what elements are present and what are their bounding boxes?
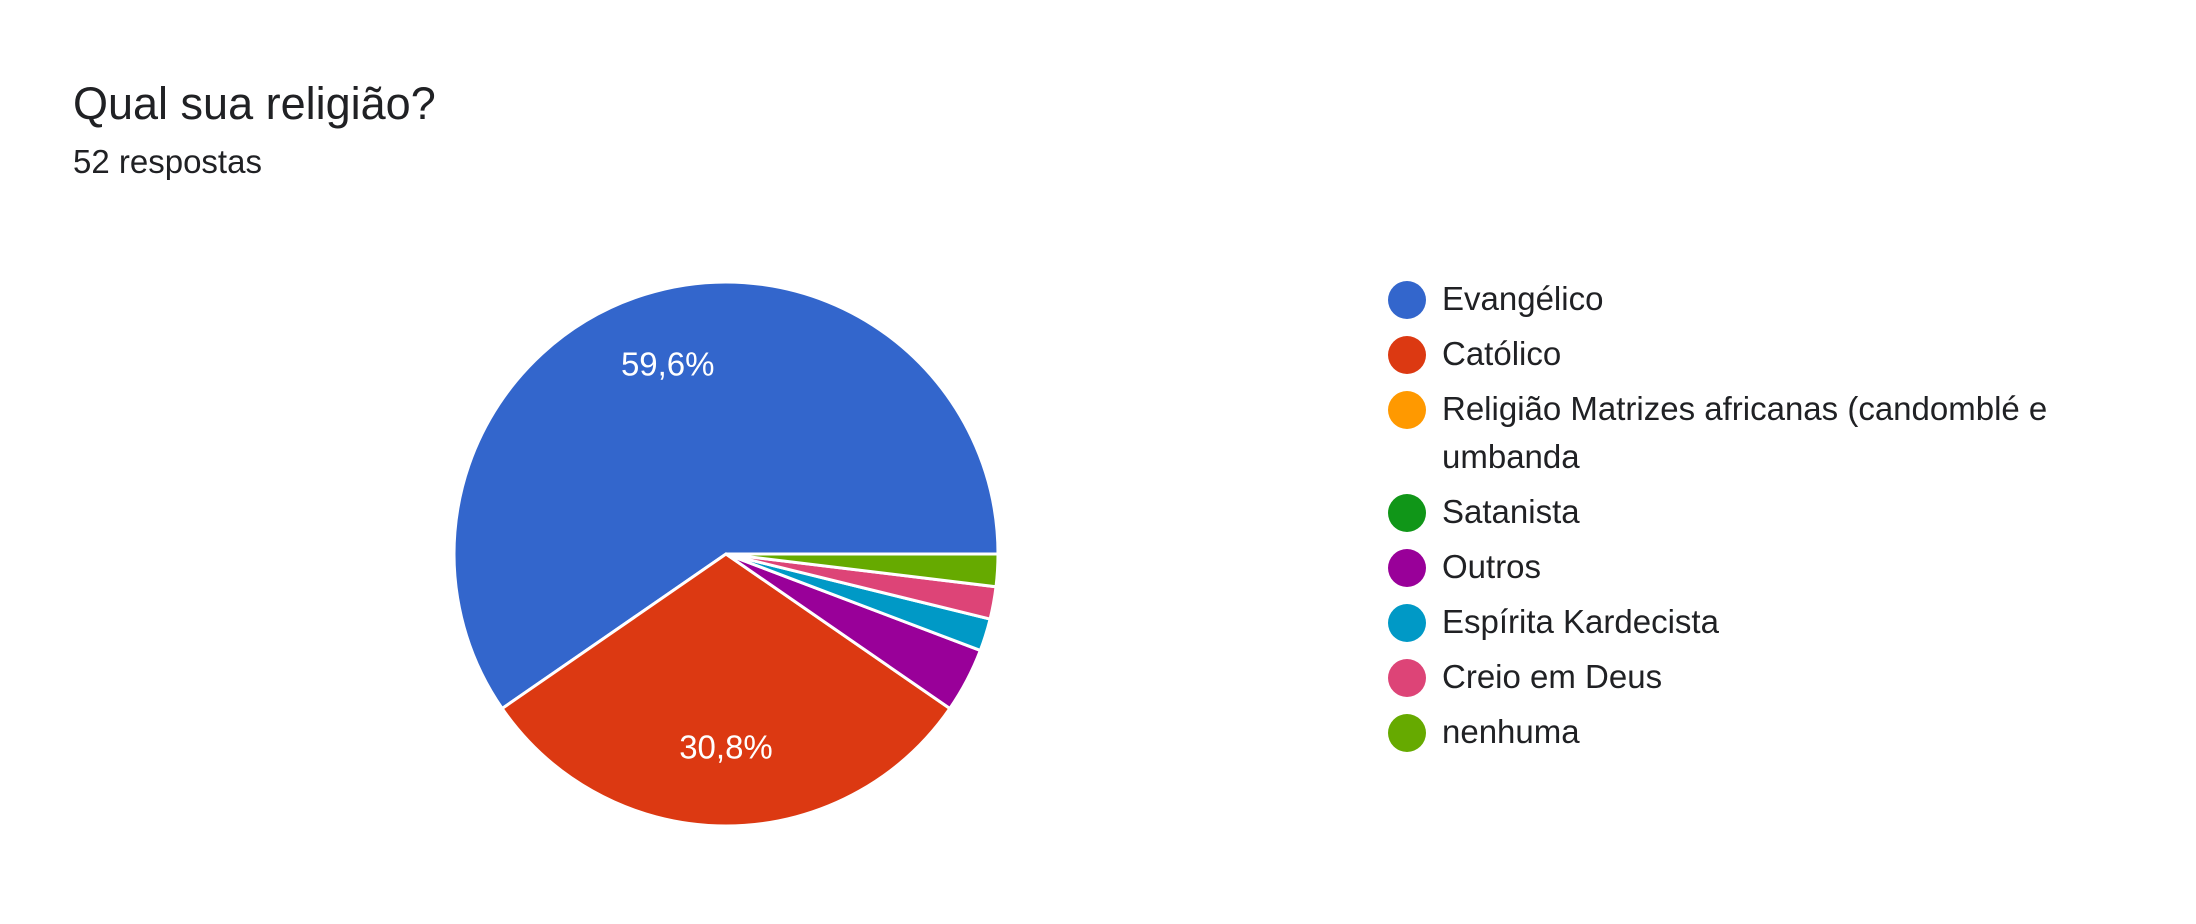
- chart-title: Qual sua religião?: [73, 78, 436, 129]
- legend-color-dot: [1388, 714, 1426, 752]
- legend-label: Outros: [1442, 548, 1542, 585]
- legend-label: nenhuma: [1442, 713, 1580, 750]
- legend-item[interactable]: Creio em Deus: [1388, 656, 2168, 701]
- pie-slice-nenhuma[interactable]: [725, 552, 1000, 589]
- legend-label: Espírita Kardecista: [1442, 603, 1719, 640]
- legend-label: Creio em Deus: [1442, 658, 1663, 695]
- legend-label: Católico: [1442, 335, 1562, 372]
- chart-header: Qual sua religião? 52 respostas: [73, 74, 436, 184]
- legend-item[interactable]: Espírita Kardecista: [1388, 601, 2168, 646]
- pie-labels: 59,6% 30,8%: [621, 346, 773, 766]
- legend-color-dot: [1388, 659, 1426, 697]
- legend-item[interactable]: Católico: [1388, 333, 2168, 378]
- pie-slice-evang-lico[interactable]: [452, 280, 1000, 711]
- legend-label: Satanista: [1442, 493, 1580, 530]
- response-count: 52 respostas: [73, 143, 262, 180]
- legend-label: Evangélico: [1442, 280, 1604, 317]
- legend-color-dot: [1388, 391, 1426, 429]
- legend-item[interactable]: Religião Matrizes africanas (candomblé e…: [1388, 388, 2168, 481]
- pie-slice-cat-lico[interactable]: [500, 552, 952, 828]
- legend-item[interactable]: Evangélico: [1388, 278, 2168, 323]
- legend-color-dot: [1388, 604, 1426, 642]
- legend-color-dot: [1388, 281, 1426, 319]
- legend-color-dot: [1388, 494, 1426, 532]
- legend-label: Religião Matrizes africanas (candomblé e…: [1442, 390, 2048, 475]
- pie-slices: [452, 280, 1000, 828]
- slice-percent-label: 30,8%: [679, 729, 773, 766]
- legend-color-dot: [1388, 549, 1426, 587]
- legend-item[interactable]: Outros: [1388, 546, 2168, 591]
- legend-item[interactable]: Satanista: [1388, 491, 2168, 536]
- legend-color-dot: [1388, 336, 1426, 374]
- slice-percent-label: 59,6%: [621, 346, 715, 383]
- legend-item[interactable]: nenhuma: [1388, 711, 2168, 756]
- chart-legend: Evangélico Católico Religião Matrizes afri…: [1388, 278, 2168, 766]
